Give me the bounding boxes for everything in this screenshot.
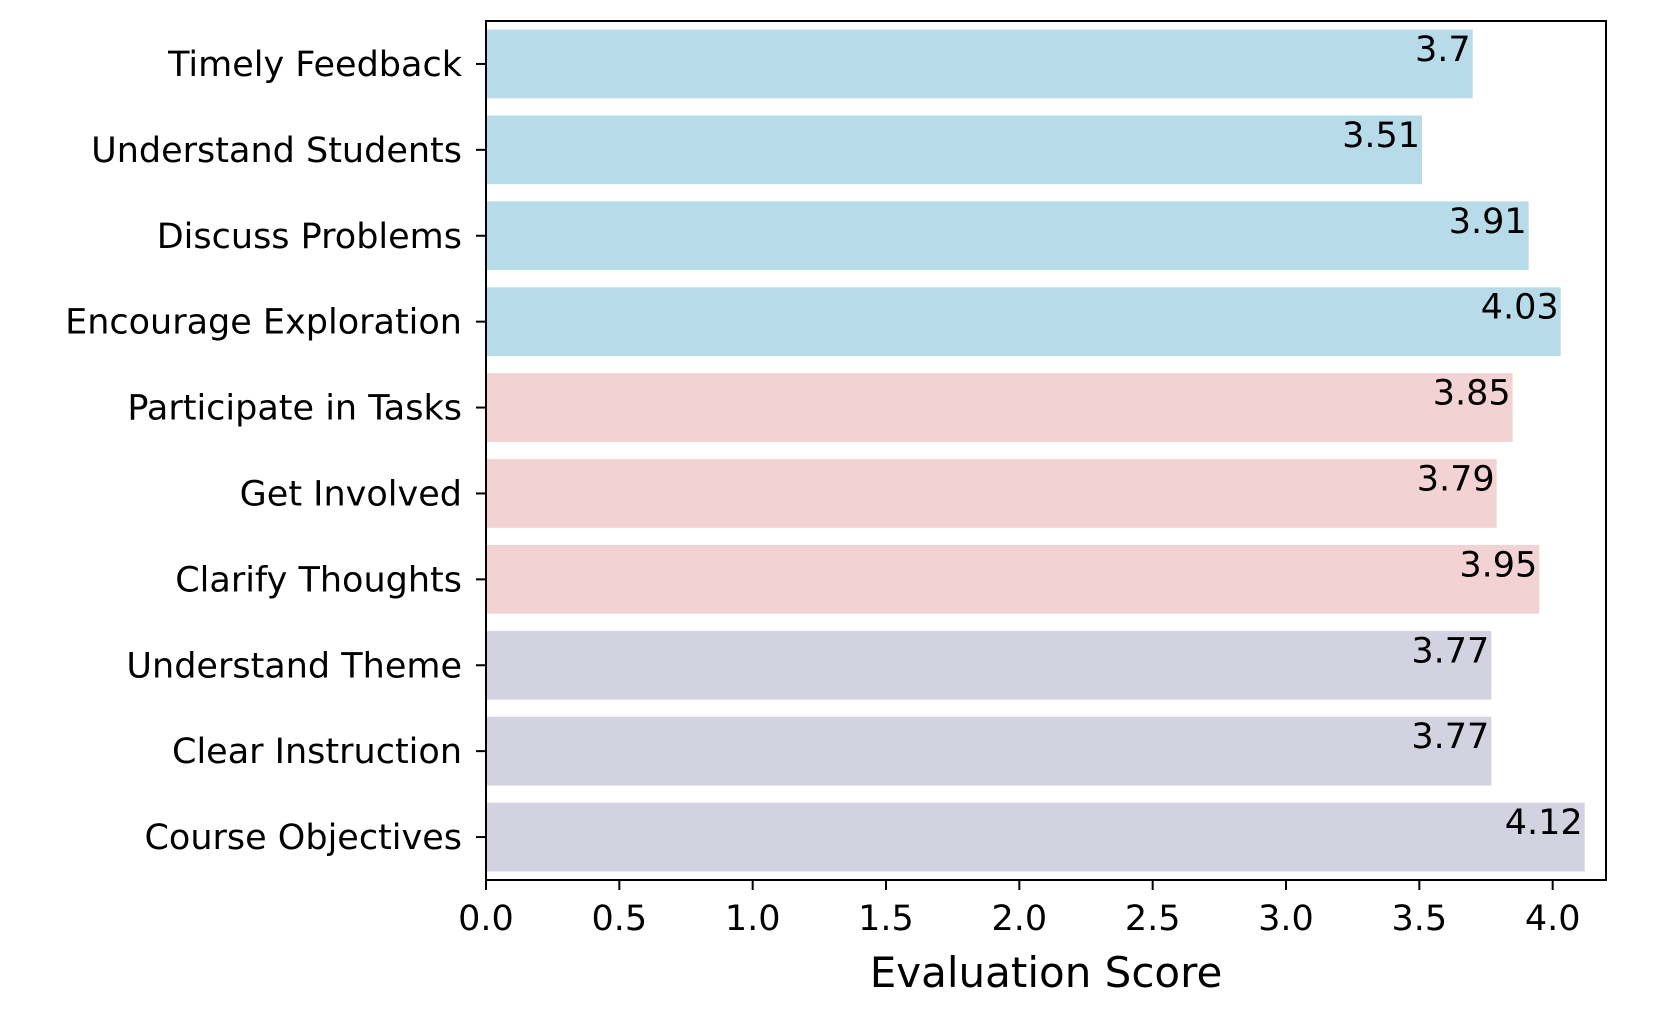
category-label: Clear Instruction	[172, 732, 462, 772]
bar-timely-feedback	[486, 29, 1473, 99]
bar-understand-theme	[486, 630, 1492, 700]
x-axis: 0.0 0.5 1.0 1.5 2.0 2.5 3.0 3.5 4.0	[458, 880, 1581, 939]
x-tick-label: 2.0	[991, 899, 1047, 939]
bar-participate-in-tasks	[486, 373, 1513, 442]
x-tick-label: 4.0	[1525, 899, 1581, 939]
value-label: 4.03	[1481, 288, 1559, 328]
category-label: Understand Students	[91, 131, 462, 171]
category-label: Encourage Exploration	[65, 303, 462, 343]
x-tick-label: 0.5	[591, 899, 647, 939]
category-label: Discuss Problems	[157, 217, 462, 257]
value-label: 3.7	[1415, 30, 1471, 70]
bar-understand-students	[486, 115, 1422, 185]
value-label: 3.95	[1459, 545, 1537, 585]
value-label: 3.77	[1411, 717, 1489, 757]
bars-group	[486, 29, 1585, 872]
x-tick-label: 0.0	[458, 899, 514, 939]
plot-frame	[485, 20, 1607, 881]
category-label: Course Objectives	[144, 818, 462, 858]
bar-clear-instruction	[486, 716, 1492, 786]
bar-discuss-problems	[486, 201, 1529, 271]
bar-clarify-thoughts	[486, 544, 1540, 614]
x-axis-title: Evaluation Score	[870, 948, 1223, 997]
category-label: Clarify Thoughts	[175, 560, 462, 600]
bar-encourage-exploration	[486, 287, 1561, 357]
x-tick-label: 3.0	[1258, 899, 1314, 939]
value-label: 3.79	[1417, 459, 1495, 499]
category-label: Understand Theme	[126, 646, 462, 686]
y-axis: Timely Feedback Understand Students Discus…	[65, 45, 486, 858]
category-label: Get Involved	[240, 474, 462, 514]
x-tick-label: 2.5	[1125, 899, 1181, 939]
value-label: 3.85	[1433, 374, 1511, 414]
bar-course-objectives	[486, 802, 1585, 872]
x-tick-label: 1.5	[858, 899, 914, 939]
x-tick-label: 1.0	[725, 899, 781, 939]
bar-get-involved	[486, 459, 1497, 528]
value-label: 3.77	[1411, 631, 1489, 671]
value-label: 3.91	[1449, 202, 1527, 242]
category-label: Timely Feedback	[167, 45, 463, 85]
category-label: Participate in Tasks	[127, 389, 462, 429]
value-label: 3.51	[1342, 116, 1420, 156]
x-tick-label: 3.5	[1391, 899, 1447, 939]
value-label: 4.12	[1505, 803, 1583, 843]
value-labels-group: 3.7 3.51 3.91 4.03 3.85 3.79 3.95 3.77 3.77 4.12	[1342, 30, 1583, 843]
